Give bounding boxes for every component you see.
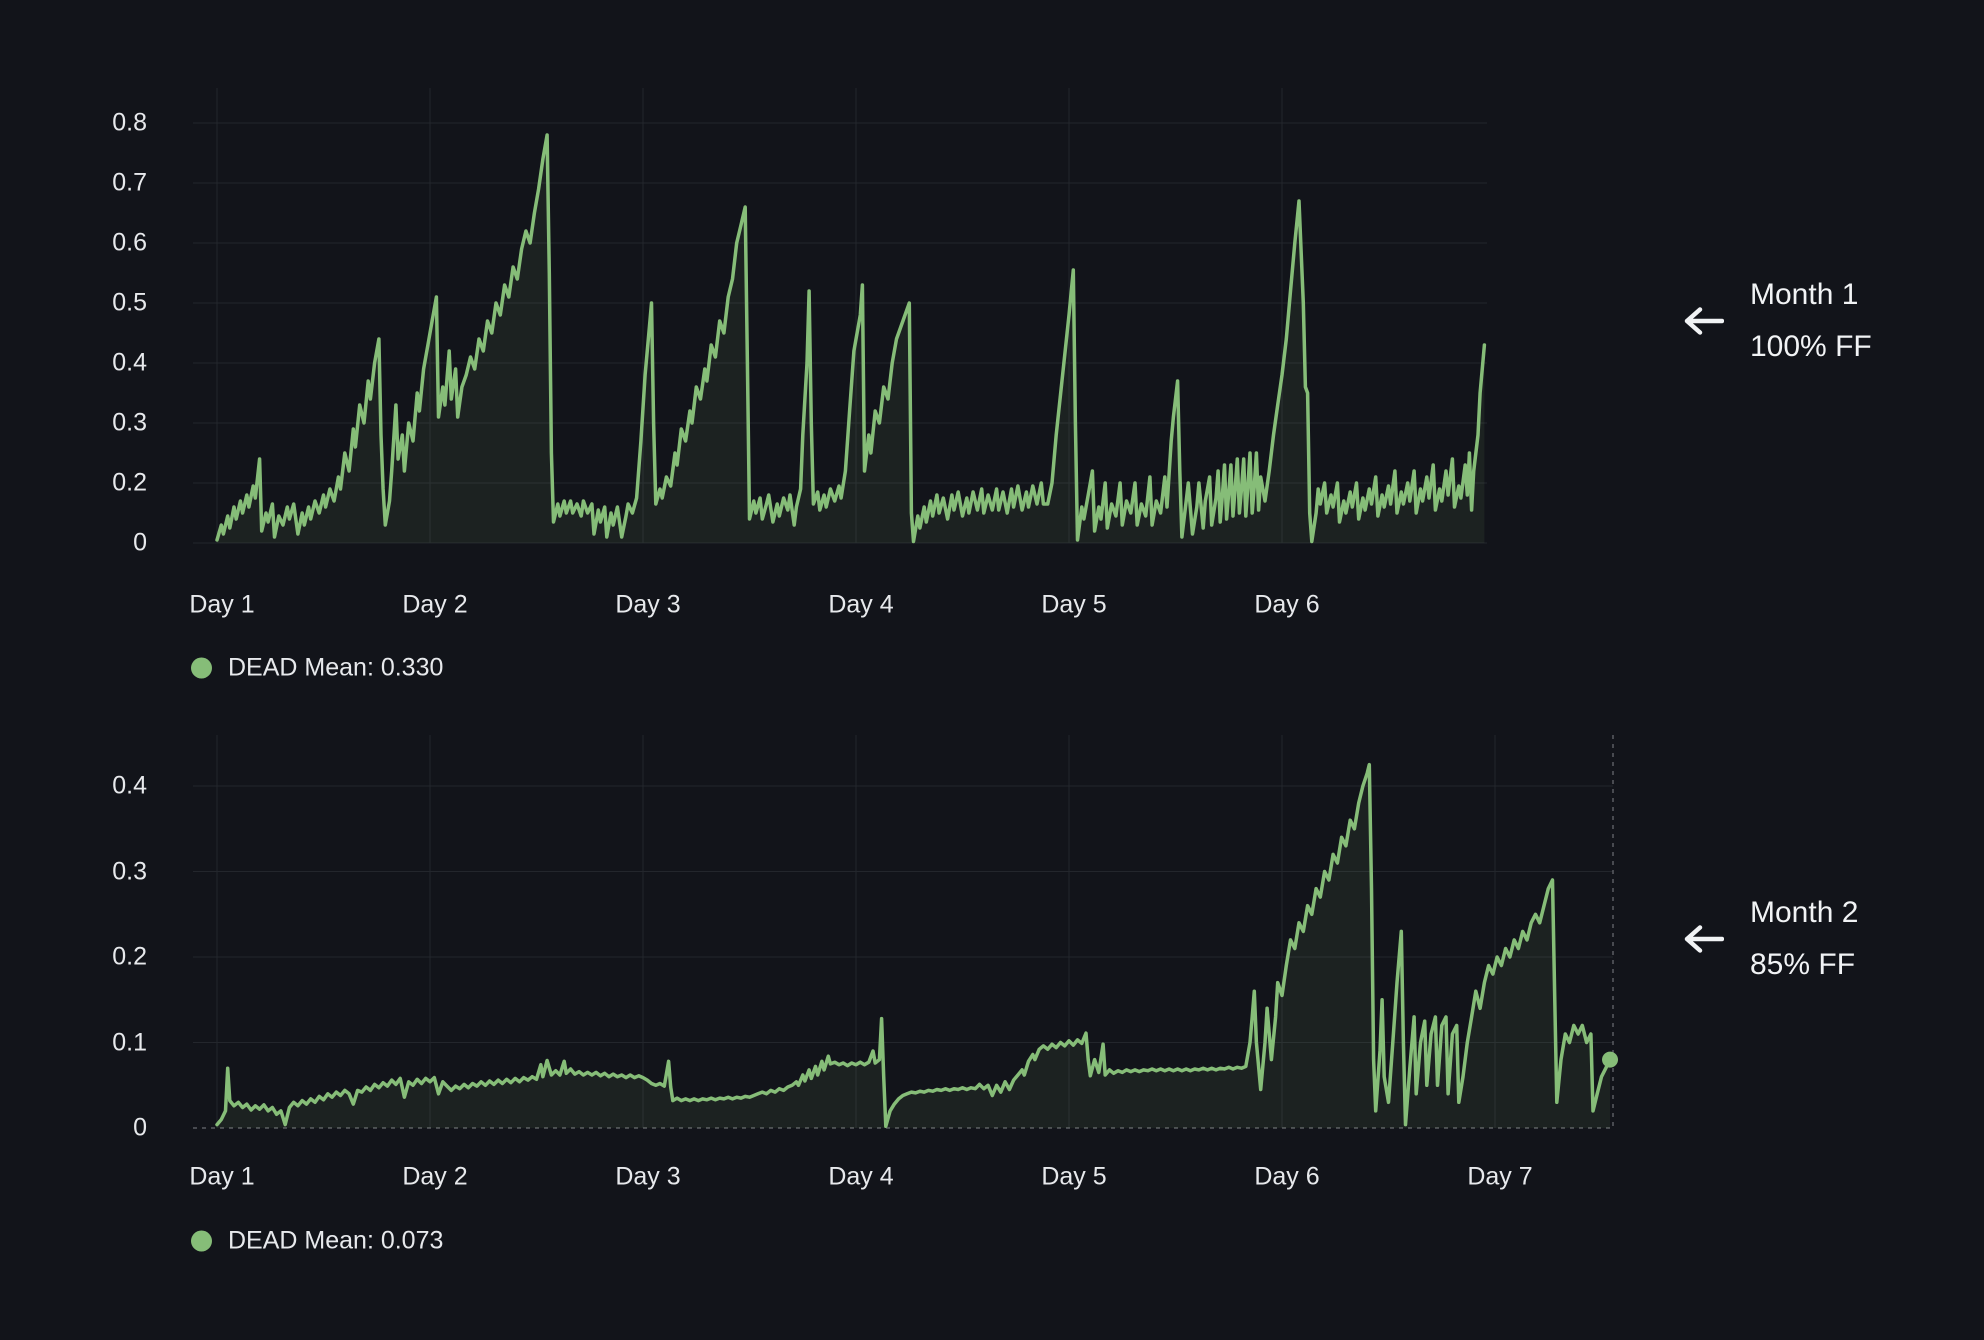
y-tick-label: 0.2: [112, 468, 147, 497]
annotation-subtitle: 100% FF: [1750, 330, 1872, 363]
y-tick-label: 0.3: [112, 408, 147, 437]
x-tick-label: Day 3: [615, 1162, 681, 1191]
left-arrow-icon: [1684, 925, 1724, 953]
annotation-subtitle: 85% FF: [1750, 948, 1856, 981]
y-tick-label: 0.4: [112, 771, 147, 800]
annotation-month1: Month 1 100% FF: [1682, 269, 1872, 373]
x-tick-label: Day 1: [189, 590, 255, 619]
x-tick-label: Day 4: [828, 590, 894, 619]
legend-label: DEAD Mean: 0.330: [228, 653, 444, 682]
series-end-marker: [1602, 1051, 1619, 1068]
y-tick-label: 0.8: [112, 108, 147, 137]
chart-month1-plot: [193, 88, 1487, 544]
annotation-month2: Month 2 85% FF: [1682, 887, 1858, 991]
x-tick-label: Day 4: [828, 1162, 894, 1191]
x-tick-label: Day 3: [615, 590, 681, 619]
y-tick-label: 0: [133, 528, 147, 557]
x-tick-label: Day 2: [402, 590, 468, 619]
legend-label: DEAD Mean: 0.073: [228, 1226, 444, 1255]
x-tick-label: Day 2: [402, 1162, 468, 1191]
series-line: [215, 762, 1612, 1129]
annotation-text: Month 2 85% FF: [1750, 887, 1858, 991]
x-tick-label: Day 7: [1467, 1162, 1533, 1191]
annotation-text: Month 1 100% FF: [1750, 269, 1872, 373]
legend-month1: DEAD Mean: 0.330: [191, 654, 443, 683]
x-tick-label: Day 1: [189, 1162, 255, 1191]
legend-series-marker: [191, 1230, 212, 1252]
series-fill: [217, 135, 1485, 543]
x-tick-label: Day 5: [1041, 1162, 1107, 1191]
y-tick-label: 0: [133, 1113, 147, 1142]
annotation-title: Month 1: [1750, 278, 1859, 311]
x-tick-label: Day 6: [1254, 590, 1320, 619]
y-tick-label: 0.5: [112, 288, 147, 317]
y-tick-label: 0.3: [112, 857, 147, 885]
y-tick-label: 0.7: [112, 168, 147, 197]
series-line: [215, 133, 1487, 544]
y-tick-label: 0.2: [112, 942, 147, 971]
legend-month2: DEAD Mean: 0.073: [191, 1227, 443, 1256]
y-tick-label: 0.6: [112, 228, 147, 257]
y-tick-label: 0.4: [112, 348, 147, 377]
legend-series-marker: [191, 657, 212, 679]
left-arrow-icon: [1684, 307, 1724, 335]
x-tick-label: Day 5: [1041, 590, 1107, 619]
annotation-title: Month 2: [1750, 896, 1859, 929]
y-tick-label: 0.1: [112, 1028, 147, 1056]
x-tick-label: Day 6: [1254, 1162, 1320, 1191]
series-fill: [217, 764, 1610, 1128]
chart-month2-plot: [193, 735, 1619, 1129]
